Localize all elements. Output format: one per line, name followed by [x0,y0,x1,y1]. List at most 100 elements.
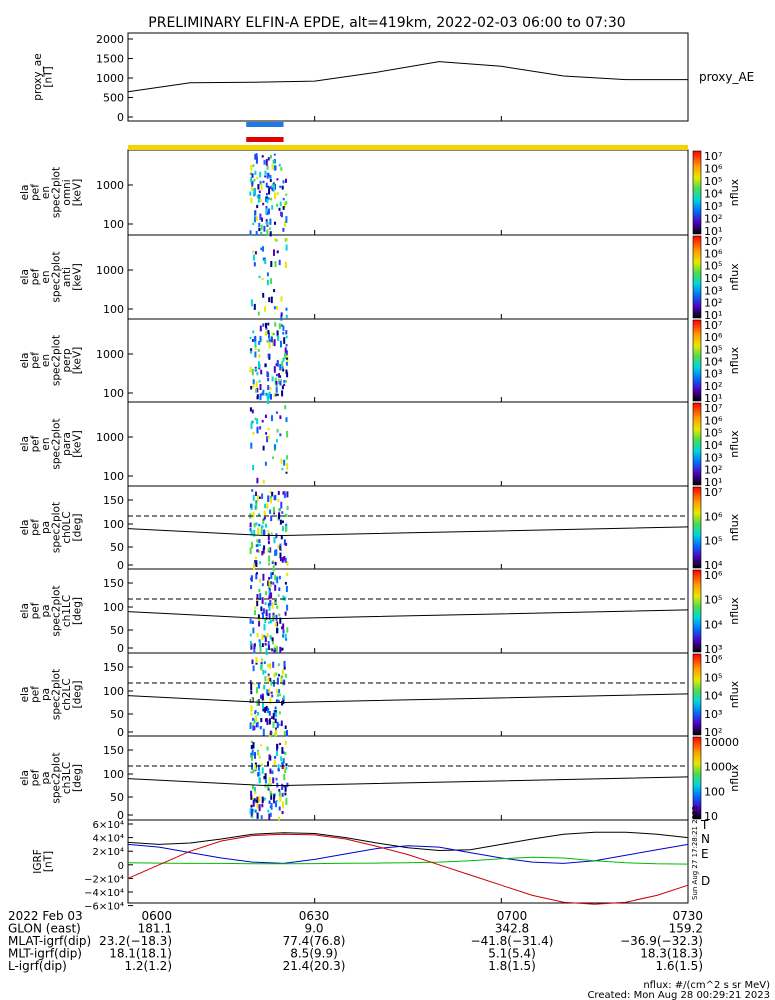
colorbar-label: nflux [728,764,741,792]
proxy-ae-legend: proxy_AE [699,70,754,84]
panel-ylabel-line: pef [29,268,41,285]
panel-ylabel-line: pef [29,352,41,369]
panel-ylabel-line: pef [29,435,41,452]
colorbar-tick-label: 10¹ [704,225,722,238]
colorbar-tick-label: 10² [704,213,722,226]
footer-cell: 1.2(1.2) [124,959,172,973]
colorbar-tick-label: 10⁵ [704,343,722,356]
panel-ylabel-line: ela [19,353,31,369]
ytick-label: 2000 [96,33,124,46]
colorbar [692,736,702,820]
colorbar-tick-label: 10⁷ [704,486,722,499]
colorbar-tick-label: 10⁴ [704,690,723,703]
colorbar-tick-label: 10¹ [704,309,722,322]
colorbar-tick-label: 10⁴ [704,272,723,285]
panel-ylabel-line: spec2plot [50,335,62,386]
panel-ylabel-line: pa [40,688,52,701]
panel-ylabel-line: ela [19,185,31,201]
colorbar-tick-label: 100 [704,785,725,798]
panel-ylabel-line: ela [19,770,31,786]
ytick-label: 1000 [96,72,124,85]
colorbar-tick-label: 10³ [704,708,722,721]
colorbar-tick-label: 10⁷ [704,319,722,332]
panel-ylabel-line: spec2plot [50,669,62,720]
loss-cone-line [127,526,689,536]
panel-ylabel-line: ela [19,603,31,619]
ytick-label: 4×10⁴ [93,834,124,845]
footer-cell: −36.9(−32.3) [620,934,703,948]
ytick-label: 1000 [96,179,124,192]
colorbar-tick-label: 1000 [704,761,732,774]
svg-text:nflux: nflux [728,263,741,291]
colorbar-tick-label: 10⁴ [704,559,723,572]
red-bar [246,137,284,142]
proxy-ae-line [127,61,688,93]
colorbar-tick-label: 10² [704,380,722,393]
colorbar-tick-label: 10⁶ [704,569,723,582]
colorbar-tick-label: 10¹ [704,476,722,489]
colorbar [692,569,702,653]
colorbar [692,653,702,736]
panel-para-frame [127,401,689,487]
igrf-N-line [127,843,689,864]
colorbar-tick-label: 10⁴ [704,356,723,369]
loss-cone-line [127,693,689,703]
ytick-label: 150 [103,661,124,674]
footer-cell: 18.3(18.3) [640,947,703,961]
colorbar-tick-label: 10⁶ [704,247,723,260]
panel-ylabel-line: ch0LC [61,511,73,543]
panel-ylabel-line: ela [19,520,31,536]
ytick-label: 1000 [96,348,124,361]
panel-ylabel-line: ch2LC [61,678,73,710]
ytick-label: 2×10⁴ [93,847,124,858]
ytick-label: 1000 [96,264,124,277]
ytick-label: 0 [117,559,124,572]
units-note: nflux: #/(cm^2 s sr MeV) [643,980,770,991]
panel-ylabel-line: [deg] [71,514,83,542]
panel-ae-ylabel: proxy_ae[nT] [32,53,55,100]
colorbar-tick-label: 10³ [704,368,722,381]
panel-ylabel-line: [keV] [71,430,83,458]
ytick-label: 150 [103,577,124,590]
panel-ylabel-line: perp [61,348,73,372]
colorbar-tick-label: 10⁶ [704,653,723,666]
ytick-label: 150 [103,494,124,507]
ytick-label: 150 [103,744,124,757]
panel-ch2-frame [127,652,689,737]
panel-ylabel-line: ch1LC [61,595,73,627]
panel-igrf-ylabel: IGRF[nT] [32,849,55,874]
igrf-E-line [127,856,689,865]
panel-ylabel-line: pef [29,769,41,786]
colorbar-tick-label: 10⁶ [704,414,723,427]
panel-ylabel-line: anti [61,267,73,287]
ytick-label: −6×10⁴ [84,902,124,913]
footer-cell: 21.4(20.3) [283,959,346,973]
ytick-label: 100 [103,303,124,316]
panel-ylabel-line: en [40,354,52,367]
igrf-legend-D: D [701,874,710,888]
footer-cell: 181.1 [138,922,172,936]
panel-ylabel-line: spec2plot [50,418,62,469]
panel-ylabel-line: ch3LC [61,762,73,794]
ytick-label: 100 [103,685,124,698]
panel-ylabel-line: pa [40,604,52,617]
ytick-label: 100 [103,218,124,231]
colorbar-tick-label: 10³ [704,284,722,297]
ytick-label: 50 [110,708,124,721]
colorbar-tick-label: 10² [704,726,722,739]
blue-bar [246,122,284,127]
footer-cell: 0630 [299,909,330,923]
igrf-D-line [127,833,689,905]
ytick-label: 0 [117,726,124,739]
panel-ylabel-line: [keV] [71,347,83,375]
colorbar-tick-label: 10⁷ [704,402,722,415]
panel-ylabel-line: spec2plot [50,251,62,302]
colorbar-tick-label: 10⁵ [704,535,722,548]
svg-text:nflux: nflux [728,178,741,206]
colorbar-tick-label: 10⁴ [704,188,723,201]
footer-cell: L-igrf(dip) [8,959,67,973]
